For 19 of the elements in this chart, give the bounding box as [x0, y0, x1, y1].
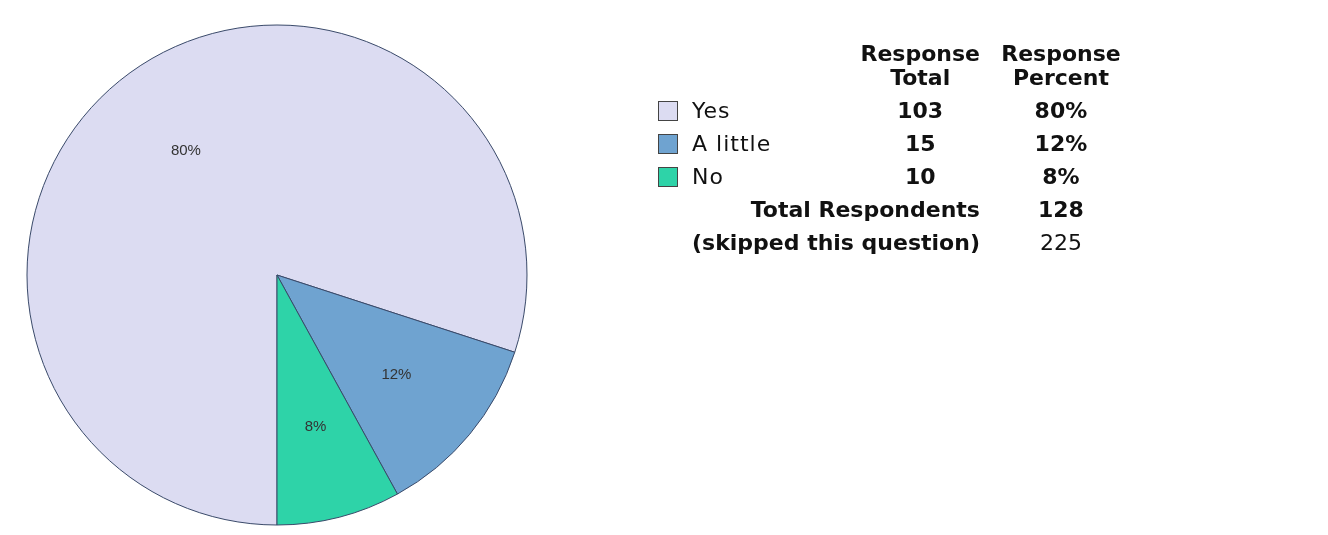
- text: 15: [903, 130, 937, 158]
- text: Total Respondents: [749, 196, 981, 224]
- legend-label: Yes: [691, 97, 732, 125]
- text: 225: [1038, 229, 1083, 257]
- text: 12%: [1034, 131, 1088, 156]
- text: (skipped this question): [691, 229, 981, 257]
- text: 80%: [1034, 98, 1088, 123]
- pie-slice: [26, 24, 528, 526]
- legend-label: A little: [691, 130, 773, 158]
- text: Response Percent: [1000, 40, 1122, 92]
- data-label: 12%: [381, 365, 412, 383]
- text: 103: [896, 97, 945, 125]
- text: 128: [1036, 196, 1085, 224]
- text: Response Total: [859, 40, 981, 92]
- data-label: 8%: [304, 416, 327, 434]
- text: 10: [903, 163, 937, 191]
- text: 8%: [1042, 164, 1080, 189]
- legend-label: No: [691, 163, 725, 191]
- data-label: 80%: [170, 141, 201, 159]
